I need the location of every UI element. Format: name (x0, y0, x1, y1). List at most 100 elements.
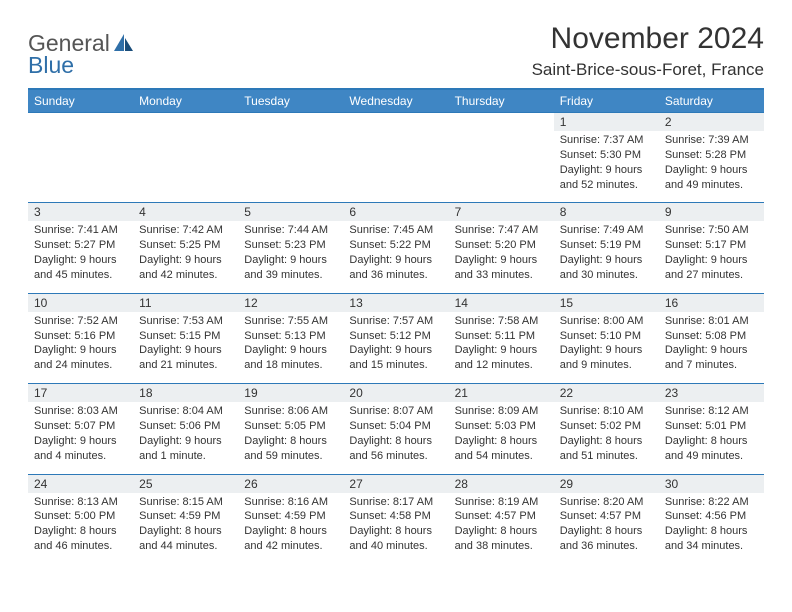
daylight-text: Daylight: 8 hours and 34 minutes. (665, 524, 758, 554)
daylight-text: Daylight: 9 hours and 1 minute. (139, 434, 232, 464)
day-cell: Sunrise: 7:39 AMSunset: 5:28 PMDaylight:… (659, 131, 764, 203)
daylight-text: Daylight: 8 hours and 51 minutes. (560, 434, 653, 464)
daylight-text: Daylight: 9 hours and 42 minutes. (139, 253, 232, 283)
day-number: 24 (28, 474, 133, 493)
day-cell: Sunrise: 7:42 AMSunset: 5:25 PMDaylight:… (133, 221, 238, 293)
daylight-text: Daylight: 9 hours and 21 minutes. (139, 343, 232, 373)
sunrise-text: Sunrise: 8:04 AM (139, 404, 232, 419)
day-content-row: Sunrise: 8:13 AMSunset: 5:00 PMDaylight:… (28, 493, 764, 564)
day-cell: Sunrise: 8:01 AMSunset: 5:08 PMDaylight:… (659, 312, 764, 384)
sunset-text: Sunset: 5:08 PM (665, 329, 758, 344)
sunrise-text: Sunrise: 7:58 AM (455, 314, 548, 329)
daylight-text: Daylight: 9 hours and 15 minutes. (349, 343, 442, 373)
sunrise-text: Sunrise: 8:17 AM (349, 495, 442, 510)
month-title: November 2024 (532, 22, 764, 56)
daylight-text: Daylight: 8 hours and 46 minutes. (34, 524, 127, 554)
daylight-text: Daylight: 9 hours and 4 minutes. (34, 434, 127, 464)
day-cell: Sunrise: 7:44 AMSunset: 5:23 PMDaylight:… (238, 221, 343, 293)
sunset-text: Sunset: 4:57 PM (455, 509, 548, 524)
day-number (343, 113, 448, 132)
day-cell: Sunrise: 8:15 AMSunset: 4:59 PMDaylight:… (133, 493, 238, 564)
day-number-row: 10111213141516 (28, 293, 764, 312)
title-block: November 2024 Saint-Brice-sous-Foret, Fr… (532, 22, 764, 80)
daylight-text: Daylight: 8 hours and 54 minutes. (455, 434, 548, 464)
sunset-text: Sunset: 5:19 PM (560, 238, 653, 253)
day-number: 13 (343, 293, 448, 312)
sunrise-text: Sunrise: 7:44 AM (244, 223, 337, 238)
weekday-header: Saturday (659, 89, 764, 113)
sunrise-text: Sunrise: 7:50 AM (665, 223, 758, 238)
day-cell: Sunrise: 8:07 AMSunset: 5:04 PMDaylight:… (343, 402, 448, 474)
sunset-text: Sunset: 5:00 PM (34, 509, 127, 524)
day-cell (238, 131, 343, 203)
day-number: 5 (238, 203, 343, 222)
day-cell: Sunrise: 7:50 AMSunset: 5:17 PMDaylight:… (659, 221, 764, 293)
sunset-text: Sunset: 5:03 PM (455, 419, 548, 434)
sunrise-text: Sunrise: 8:15 AM (139, 495, 232, 510)
sunrise-text: Sunrise: 8:07 AM (349, 404, 442, 419)
day-number (238, 113, 343, 132)
sunrise-text: Sunrise: 7:52 AM (34, 314, 127, 329)
sail-icon (113, 33, 135, 58)
sunrise-text: Sunrise: 7:53 AM (139, 314, 232, 329)
day-number: 10 (28, 293, 133, 312)
day-cell (343, 131, 448, 203)
day-number (28, 113, 133, 132)
header: General November 2024 Saint-Brice-sous-F… (28, 22, 764, 80)
day-cell (28, 131, 133, 203)
day-cell: Sunrise: 7:52 AMSunset: 5:16 PMDaylight:… (28, 312, 133, 384)
calendar-table: Sunday Monday Tuesday Wednesday Thursday… (28, 88, 764, 564)
weekday-header: Tuesday (238, 89, 343, 113)
sunrise-text: Sunrise: 8:09 AM (455, 404, 548, 419)
day-cell: Sunrise: 7:37 AMSunset: 5:30 PMDaylight:… (554, 131, 659, 203)
day-cell: Sunrise: 7:47 AMSunset: 5:20 PMDaylight:… (449, 221, 554, 293)
daylight-text: Daylight: 9 hours and 12 minutes. (455, 343, 548, 373)
sunrise-text: Sunrise: 7:57 AM (349, 314, 442, 329)
sunset-text: Sunset: 5:27 PM (34, 238, 127, 253)
sunset-text: Sunset: 4:57 PM (560, 509, 653, 524)
daylight-text: Daylight: 8 hours and 44 minutes. (139, 524, 232, 554)
sunset-text: Sunset: 5:04 PM (349, 419, 442, 434)
sunrise-text: Sunrise: 7:47 AM (455, 223, 548, 238)
daylight-text: Daylight: 9 hours and 18 minutes. (244, 343, 337, 373)
day-number: 27 (343, 474, 448, 493)
day-cell: Sunrise: 8:10 AMSunset: 5:02 PMDaylight:… (554, 402, 659, 474)
sunset-text: Sunset: 5:12 PM (349, 329, 442, 344)
day-cell: Sunrise: 8:00 AMSunset: 5:10 PMDaylight:… (554, 312, 659, 384)
sunrise-text: Sunrise: 8:12 AM (665, 404, 758, 419)
day-number: 21 (449, 384, 554, 403)
day-number-row: 3456789 (28, 203, 764, 222)
day-cell: Sunrise: 7:55 AMSunset: 5:13 PMDaylight:… (238, 312, 343, 384)
sunrise-text: Sunrise: 8:16 AM (244, 495, 337, 510)
weekday-header: Sunday (28, 89, 133, 113)
daylight-text: Daylight: 9 hours and 33 minutes. (455, 253, 548, 283)
day-number: 28 (449, 474, 554, 493)
day-number (133, 113, 238, 132)
day-cell: Sunrise: 7:58 AMSunset: 5:11 PMDaylight:… (449, 312, 554, 384)
day-cell: Sunrise: 8:16 AMSunset: 4:59 PMDaylight:… (238, 493, 343, 564)
day-cell: Sunrise: 7:41 AMSunset: 5:27 PMDaylight:… (28, 221, 133, 293)
day-cell: Sunrise: 8:19 AMSunset: 4:57 PMDaylight:… (449, 493, 554, 564)
daylight-text: Daylight: 8 hours and 36 minutes. (560, 524, 653, 554)
sunrise-text: Sunrise: 8:00 AM (560, 314, 653, 329)
sunrise-text: Sunrise: 8:01 AM (665, 314, 758, 329)
day-content-row: Sunrise: 7:52 AMSunset: 5:16 PM Daylight:… (28, 312, 764, 384)
day-cell: Sunrise: 8:03 AMSunset: 5:07 PMDaylight:… (28, 402, 133, 474)
day-number: 19 (238, 384, 343, 403)
day-number: 7 (449, 203, 554, 222)
day-number: 25 (133, 474, 238, 493)
logo-text-blue: Blue (28, 52, 74, 78)
sunset-text: Sunset: 5:05 PM (244, 419, 337, 434)
sunset-text: Sunset: 5:16 PM (34, 329, 127, 344)
day-cell: Sunrise: 8:22 AMSunset: 4:56 PMDaylight:… (659, 493, 764, 564)
sunrise-text: Sunrise: 8:03 AM (34, 404, 127, 419)
sunset-text: Sunset: 5:15 PM (139, 329, 232, 344)
day-content-row: Sunrise: 8:03 AMSunset: 5:07 PMDaylight:… (28, 402, 764, 474)
sunrise-text: Sunrise: 7:55 AM (244, 314, 337, 329)
calendar-page: General November 2024 Saint-Brice-sous-F… (0, 0, 792, 564)
sunset-text: Sunset: 5:07 PM (34, 419, 127, 434)
day-number: 15 (554, 293, 659, 312)
day-number: 12 (238, 293, 343, 312)
weekday-header: Monday (133, 89, 238, 113)
sunset-text: Sunset: 5:28 PM (665, 148, 758, 163)
